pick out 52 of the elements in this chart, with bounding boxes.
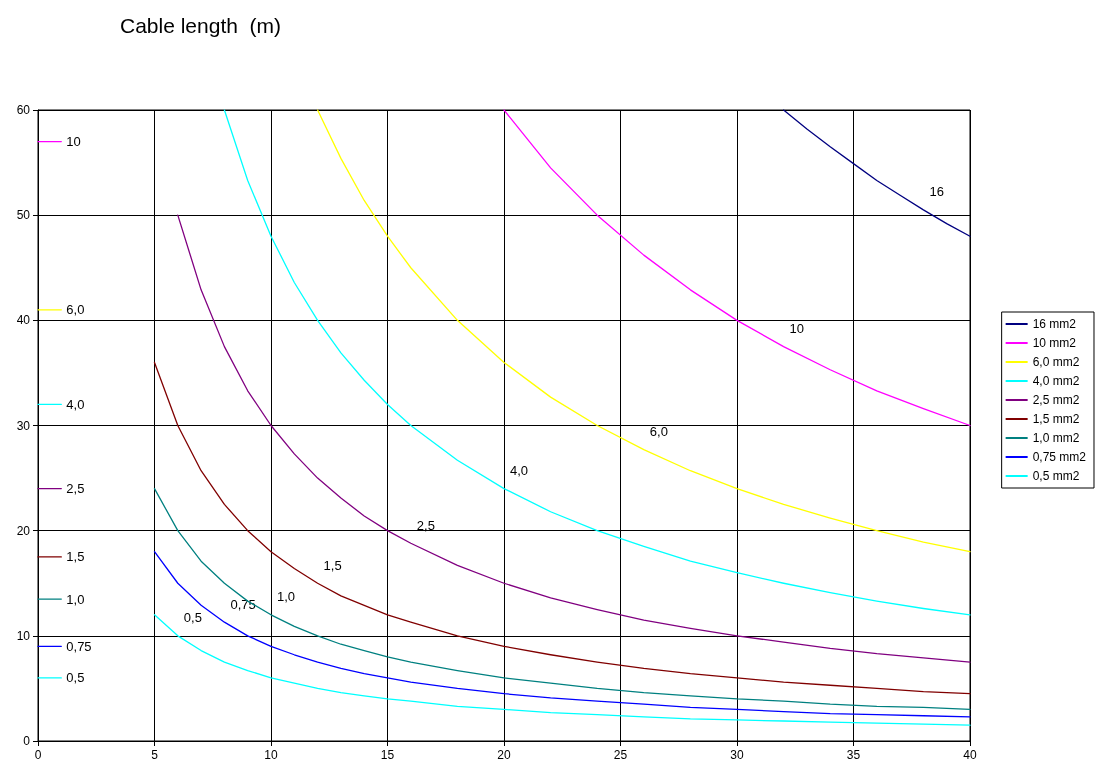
y-tick-label: 40 bbox=[16, 313, 31, 328]
x-tick-label: 40 bbox=[963, 748, 977, 762]
annotation: 10 bbox=[66, 134, 81, 150]
annotation: 2,5 bbox=[416, 517, 435, 533]
annotation: 0,5 bbox=[183, 610, 202, 626]
legend-label: 0,75 mm2 bbox=[1032, 450, 1087, 464]
line-series bbox=[153, 614, 971, 726]
line-series bbox=[503, 109, 971, 427]
annotation: 6,0 bbox=[649, 424, 668, 440]
x-tick-label: 0 bbox=[34, 748, 42, 762]
line-series bbox=[177, 214, 971, 663]
x-tick-label: 5 bbox=[151, 748, 159, 762]
legend-label: 4,0 mm2 bbox=[1032, 374, 1080, 388]
line-series bbox=[153, 361, 971, 695]
annotation: 0,5 bbox=[66, 670, 85, 686]
y-tick-label: 0 bbox=[23, 734, 31, 748]
annotation: 2,5 bbox=[66, 481, 85, 497]
y-tick-label: 30 bbox=[16, 418, 31, 433]
y-tick-label: 50 bbox=[16, 208, 31, 223]
annotation: 1,5 bbox=[66, 549, 85, 565]
x-tick-label: 20 bbox=[497, 748, 511, 762]
x-tick-label: 10 bbox=[264, 748, 278, 762]
line-series bbox=[223, 109, 971, 616]
y-tick-label: 10 bbox=[16, 628, 31, 643]
x-tick-label: 15 bbox=[380, 748, 395, 762]
chart-title: Cable length (m) bbox=[120, 14, 282, 37]
annotation: 10 bbox=[789, 321, 805, 337]
annotation: 0,75 bbox=[230, 596, 256, 612]
x-tick-label: 25 bbox=[613, 748, 628, 762]
legend-label: 1,5 mm2 bbox=[1032, 412, 1080, 426]
annotation: 6,0 bbox=[66, 302, 85, 318]
x-tick-label: 30 bbox=[730, 748, 744, 762]
x-tick-label: 35 bbox=[846, 748, 861, 762]
line-series bbox=[153, 551, 971, 718]
line-series bbox=[782, 109, 971, 237]
legend-label: 2,5 mm2 bbox=[1032, 393, 1080, 407]
legend-label: 0,5 mm2 bbox=[1032, 469, 1080, 483]
annotation: 1,0 bbox=[66, 591, 85, 607]
line-series bbox=[316, 109, 971, 553]
annotation: 1,5 bbox=[323, 557, 342, 573]
annotation: 0,75 bbox=[66, 638, 92, 654]
legend-label: 10 mm2 bbox=[1032, 336, 1077, 350]
legend-label: 1,0 mm2 bbox=[1032, 431, 1080, 445]
y-tick-label: 60 bbox=[16, 103, 31, 117]
annotation: 4,0 bbox=[510, 463, 529, 479]
y-tick-label: 20 bbox=[16, 523, 31, 538]
legend-label: 16 mm2 bbox=[1032, 317, 1077, 331]
annotation: 4,0 bbox=[66, 396, 85, 412]
legend-label: 6,0 mm2 bbox=[1032, 355, 1080, 369]
annotation: 16 bbox=[929, 184, 944, 200]
line-series bbox=[153, 487, 971, 711]
annotation: 1,0 bbox=[277, 589, 296, 605]
